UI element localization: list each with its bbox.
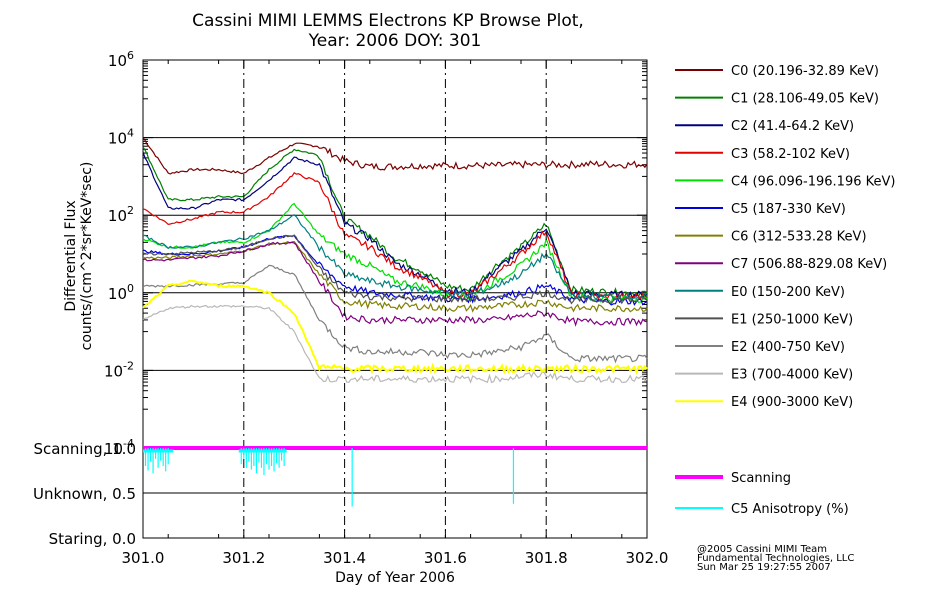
main-plot-area: 106 104 102 100 10-2 10-4	[104, 49, 648, 538]
legend-label: E3 (700-4000 KeV)	[731, 368, 853, 383]
legend-label: E4 (900-3000 KeV)	[731, 395, 853, 410]
series-line-c5	[142, 234, 648, 306]
legend-label: C2 (41.4-64.2 KeV)	[731, 119, 854, 134]
series-line-c7	[142, 241, 648, 327]
credits-line2: Fundamental Technologies, LLC	[697, 553, 855, 564]
x-tick-label: 301.0	[122, 549, 165, 567]
y-tick-label: 102	[108, 204, 134, 225]
legend-label: C1 (28.106-49.05 KeV)	[731, 92, 879, 107]
chart-title-line1: Cassini MIMI LEMMS Electrons KP Browse P…	[192, 11, 584, 31]
x-tick-label: 302.0	[626, 549, 669, 567]
series-line-c2	[142, 151, 648, 300]
series-line-c3	[142, 171, 648, 301]
x-tick-label: 301.4	[323, 549, 366, 567]
legend-label: Scanning	[731, 471, 791, 486]
status-tick-label: Unknown, 0.5	[33, 485, 136, 503]
legend-label: C5 (187-330 KeV)	[731, 202, 846, 217]
series-line-e2	[142, 264, 648, 364]
series-line-c6	[142, 240, 648, 313]
legend-label: C7 (506.88-829.08 KeV)	[731, 257, 887, 272]
legend-label: C5 Anisotropy (%)	[731, 502, 849, 517]
status-tick-label: Scanning, 1.0	[33, 440, 136, 458]
series-line-e1	[142, 234, 648, 305]
x-tick-label: 301.6	[424, 549, 467, 567]
legend-label: E2 (400-750 KeV)	[731, 340, 845, 355]
legend-label: C3 (58.2-102 KeV)	[731, 147, 850, 162]
x-axis-label: Day of Year 2006	[335, 570, 455, 586]
legend-label: C0 (20.196-32.89 KeV)	[731, 64, 879, 79]
x-tick-label: 301.8	[525, 549, 568, 567]
legend-label: C4 (96.096-196.196 KeV)	[731, 174, 895, 189]
series-line-e4	[142, 279, 648, 375]
y-tick-label: 100	[108, 282, 134, 303]
y-axis-label-line2: counts/(cm^2*sr*KeV*sec)	[79, 162, 95, 351]
chart-legend: C0 (20.196-32.89 KeV) C1 (28.106-49.05 Ke…	[675, 64, 895, 517]
y-tick-label: 106	[108, 49, 134, 70]
legend-label: E0 (150-200 KeV)	[731, 285, 845, 300]
x-tick-label: 301.2	[222, 549, 265, 567]
series-line-e3	[142, 304, 648, 384]
status-tick-label: Staring, 0.0	[49, 530, 136, 548]
credits-line3: Sun Mar 25 19:27:55 2007	[697, 562, 831, 573]
y-axis-label: Differential Flux counts/(cm^2*sr*KeV*se…	[63, 162, 95, 351]
y-tick-label: 104	[108, 127, 134, 148]
series-line-c0	[142, 137, 648, 175]
series-line-c4	[142, 202, 648, 304]
legend-label: C6 (312-533.28 KeV)	[731, 230, 867, 245]
series-line-e0	[142, 214, 648, 302]
credits-line1: @2005 Cassini MIMI Team	[697, 544, 827, 555]
y-axis-label-line1: Differential Flux	[63, 200, 79, 311]
y-tick-label: 10-4	[104, 437, 134, 458]
chart-title-line2: Year: 2006 DOY: 301	[308, 31, 482, 51]
y-tick-label: 10-2	[104, 359, 134, 380]
legend-label: E1 (250-1000 KeV)	[731, 312, 853, 327]
credits-block: @2005 Cassini MIMI Team Fundamental Tech…	[697, 544, 855, 573]
